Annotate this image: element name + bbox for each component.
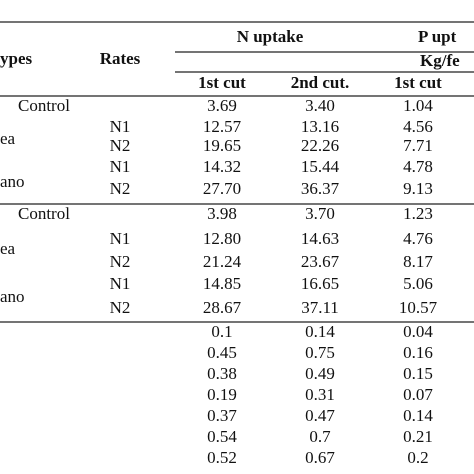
cell: 4.56 bbox=[403, 117, 433, 136]
header-types: ypes bbox=[0, 49, 33, 68]
cell: 1.23 bbox=[403, 204, 433, 223]
cell: 19.65 bbox=[203, 136, 241, 155]
cell: 37.11 bbox=[301, 298, 339, 317]
row-label: Control bbox=[18, 96, 70, 115]
cell: 0.45 bbox=[207, 343, 237, 362]
cell: 10.57 bbox=[399, 298, 438, 317]
cell: 0.49 bbox=[305, 364, 335, 383]
cell: 14.85 bbox=[203, 274, 241, 293]
header-rates: Rates bbox=[100, 49, 141, 68]
cell: 0.47 bbox=[305, 406, 335, 425]
rate-label: N1 bbox=[110, 117, 131, 136]
rate-label: N2 bbox=[110, 179, 131, 198]
cell: 28.67 bbox=[203, 298, 242, 317]
row-label: Control bbox=[18, 204, 70, 223]
cell: 0.67 bbox=[305, 448, 335, 467]
cell: 0.21 bbox=[403, 427, 433, 446]
cell: 0.1 bbox=[211, 322, 232, 341]
cell: 3.69 bbox=[207, 96, 237, 115]
cell: 8.17 bbox=[403, 252, 433, 271]
cell: 36.37 bbox=[301, 179, 340, 198]
header-p-uptake: P upt bbox=[418, 27, 457, 46]
cell: 12.57 bbox=[203, 117, 242, 136]
rate-label: N2 bbox=[110, 298, 131, 317]
cell: 16.65 bbox=[301, 274, 339, 293]
rate-label: N2 bbox=[110, 252, 131, 271]
cell: 4.78 bbox=[403, 157, 433, 176]
cell: 14.32 bbox=[203, 157, 241, 176]
cell: 9.13 bbox=[403, 179, 433, 198]
cell: 0.07 bbox=[403, 385, 433, 404]
cell: 0.14 bbox=[305, 322, 335, 341]
cell: 0.54 bbox=[207, 427, 237, 446]
cell: 0.38 bbox=[207, 364, 237, 383]
cell: 0.04 bbox=[403, 322, 433, 341]
cell: 1.04 bbox=[403, 96, 433, 115]
cell: 12.80 bbox=[203, 229, 241, 248]
group-label: ano bbox=[0, 172, 25, 191]
cell: 0.2 bbox=[407, 448, 428, 467]
column-header: 2nd cut. bbox=[291, 73, 350, 92]
cell: 22.26 bbox=[301, 136, 339, 155]
rate-label: N2 bbox=[110, 136, 131, 155]
cell: 0.31 bbox=[305, 385, 335, 404]
cell: 3.70 bbox=[305, 204, 335, 223]
rate-label: N1 bbox=[110, 229, 131, 248]
header-n-uptake: N uptake bbox=[237, 27, 304, 46]
cell: 7.71 bbox=[403, 136, 433, 155]
cell: 14.63 bbox=[301, 229, 339, 248]
group-label: ano bbox=[0, 287, 25, 306]
rate-label: N1 bbox=[110, 274, 131, 293]
group-label: ea bbox=[0, 129, 16, 148]
cell: 5.06 bbox=[403, 274, 433, 293]
cell: 0.14 bbox=[403, 406, 433, 425]
cell: 3.40 bbox=[305, 96, 335, 115]
rate-label: N1 bbox=[110, 157, 131, 176]
cell: 0.52 bbox=[207, 448, 237, 467]
column-header: 1st cut bbox=[394, 73, 442, 92]
cell: 27.70 bbox=[203, 179, 241, 198]
cell: 0.19 bbox=[207, 385, 237, 404]
cell: 21.24 bbox=[203, 252, 242, 271]
group-label: ea bbox=[0, 239, 16, 258]
cell: 0.16 bbox=[403, 343, 433, 362]
cell: 0.15 bbox=[403, 364, 433, 383]
cell: 3.98 bbox=[207, 204, 237, 223]
cell: 4.76 bbox=[403, 229, 433, 248]
cell: 0.75 bbox=[305, 343, 335, 362]
cell: 0.7 bbox=[309, 427, 331, 446]
cell: 0.37 bbox=[207, 406, 237, 425]
header-unit: Kg/fe bbox=[420, 51, 460, 70]
column-header: 1st cut bbox=[198, 73, 246, 92]
cell: 13.16 bbox=[301, 117, 339, 136]
cell: 15.44 bbox=[301, 157, 340, 176]
cell: 23.67 bbox=[301, 252, 340, 271]
